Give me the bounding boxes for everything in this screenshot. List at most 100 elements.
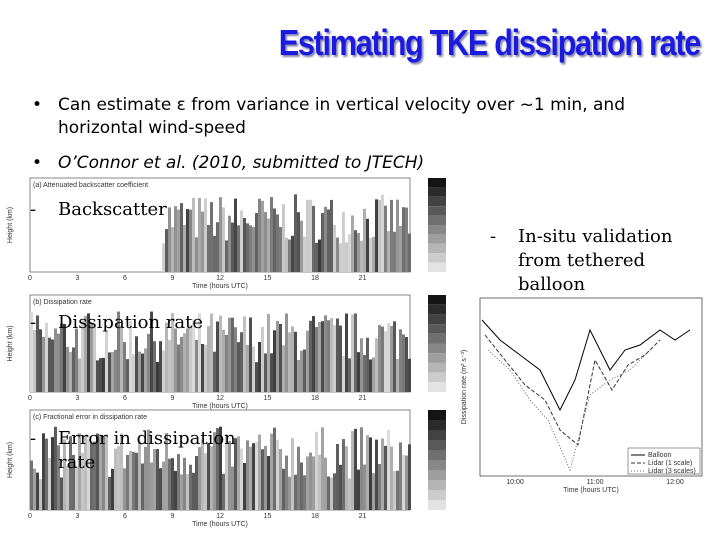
image-strip (297, 446, 300, 510)
image-strip (60, 323, 63, 392)
image-strip (321, 212, 324, 272)
image-strip (288, 239, 291, 272)
plot-frame (479, 297, 703, 477)
image-strip (150, 462, 153, 510)
image-strip (240, 210, 243, 272)
image-strip (228, 317, 231, 392)
image-strip (108, 476, 111, 510)
legend-entry: Lidar (1 scale) (648, 460, 692, 467)
image-strip (210, 446, 213, 510)
image-strip (51, 339, 54, 392)
colorbar-cell (428, 372, 446, 383)
colorbar-cell (428, 480, 446, 490)
colorbar-cell (428, 382, 446, 392)
image-strip (114, 349, 117, 392)
image-strip (366, 435, 369, 510)
image-strip (291, 235, 294, 272)
image-strip (348, 358, 351, 392)
image-strip (366, 337, 369, 392)
image-strip (258, 341, 261, 392)
image-strip (48, 457, 51, 510)
x-tick-label: 3 (76, 275, 80, 282)
colorbar-cell (428, 187, 446, 197)
image-strip (231, 466, 234, 510)
image-strip (318, 454, 321, 510)
image-strip (276, 320, 279, 392)
image-strip (306, 456, 309, 510)
image-strip (42, 433, 45, 510)
image-strip (354, 313, 357, 392)
colorbar-cell (428, 490, 446, 500)
image-strip (195, 456, 198, 510)
image-strip (378, 199, 381, 272)
image-strip (120, 327, 123, 392)
image-strip (141, 463, 144, 510)
panel-label: Dissipation rate (30, 311, 258, 335)
image-strip (246, 440, 249, 510)
image-strip (207, 443, 210, 510)
image-strip (408, 233, 411, 272)
x-tick-label: 11:00 (587, 479, 604, 486)
image-strip (186, 473, 189, 510)
image-strip (393, 470, 396, 510)
image-strip (192, 319, 195, 392)
image-strip (66, 347, 69, 392)
image-strip (243, 316, 246, 392)
plot-line (484, 334, 661, 446)
image-strip (342, 355, 345, 392)
image-strip (360, 240, 363, 272)
image-strip (393, 231, 396, 272)
image-strip (126, 454, 129, 510)
image-strip (252, 443, 255, 510)
image-strip (363, 464, 366, 510)
image-strip (135, 452, 138, 510)
panel-title: (c) Fractional error in dissipation rate (33, 414, 147, 421)
image-strip (273, 208, 276, 272)
image-strip (30, 460, 33, 510)
colorbar-cell (428, 440, 446, 450)
image-strip (177, 344, 180, 392)
image-strip (402, 207, 405, 272)
image-strip (318, 321, 321, 392)
image-strip (282, 468, 285, 510)
colorbar-cell (428, 362, 446, 373)
colorbar-cell (428, 430, 446, 440)
image-strip (90, 323, 93, 392)
image-strip (303, 236, 306, 272)
image-strip (288, 476, 291, 510)
x-tick-label: 9 (171, 513, 175, 520)
image-strip (156, 362, 159, 392)
image-strip (192, 197, 195, 272)
x-tick-label: 0 (28, 275, 32, 282)
image-strip (99, 358, 102, 392)
image-strip (342, 211, 345, 272)
image-strip (396, 470, 399, 510)
image-strip (75, 465, 78, 510)
image-strip (351, 314, 354, 392)
validation-label: In-situ validation from tethered balloon (490, 225, 693, 297)
image-strip (237, 225, 240, 272)
image-strip (360, 338, 363, 392)
image-strip (213, 235, 216, 272)
image-strip (282, 345, 285, 392)
x-tick-label: 9 (171, 275, 175, 282)
image-strip (309, 199, 312, 272)
image-strip (240, 448, 243, 510)
image-strip (369, 437, 372, 510)
image-strip (234, 198, 237, 272)
colorbar-cell (428, 225, 446, 235)
image-strip (54, 426, 57, 510)
image-strip (243, 217, 246, 272)
image-strip (81, 320, 84, 392)
colorbar-cell (428, 470, 446, 480)
image-strip (219, 315, 222, 392)
image-strip (375, 439, 378, 510)
image-strip (399, 226, 402, 272)
image-strip (258, 434, 261, 510)
image-strip (312, 316, 315, 392)
image-strip (390, 446, 393, 510)
image-strip (162, 350, 165, 392)
image-strip (324, 457, 327, 510)
image-strip (165, 322, 168, 392)
image-strip (303, 349, 306, 392)
